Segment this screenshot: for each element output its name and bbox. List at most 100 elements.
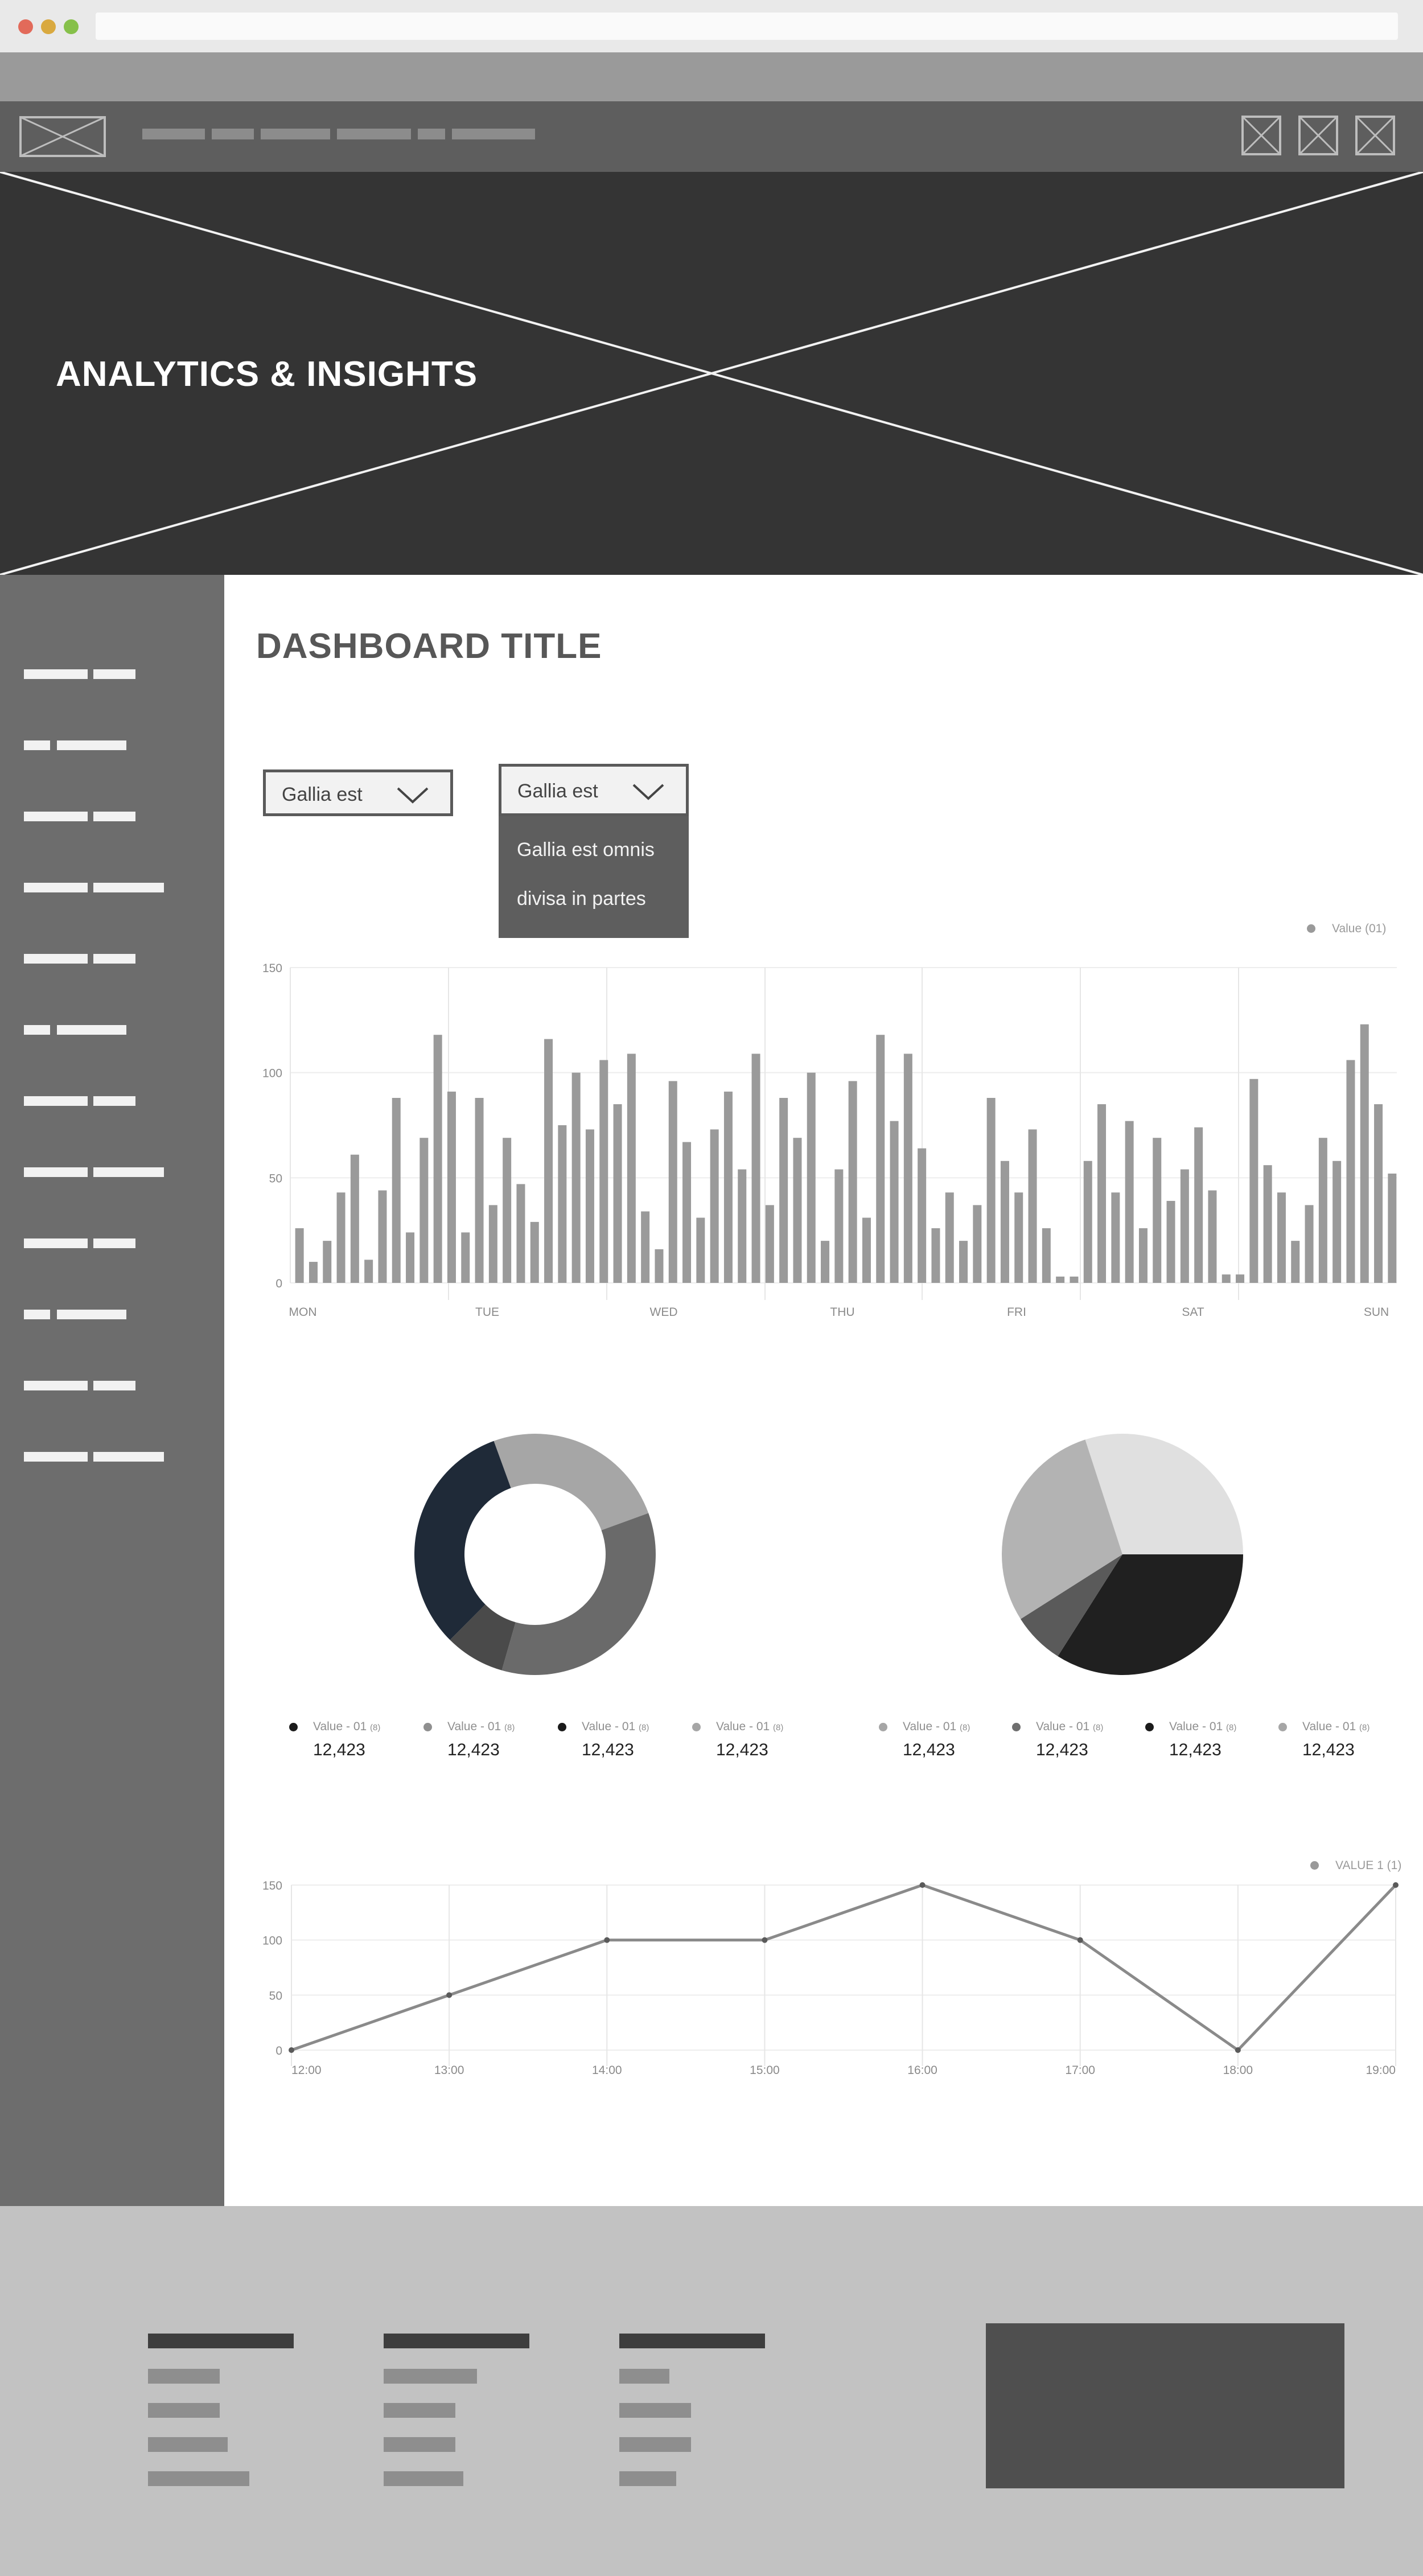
sidebar (0, 575, 224, 2206)
bar (751, 1054, 760, 1283)
bar (558, 1125, 567, 1283)
line-y-tick-label: 100 (262, 1935, 282, 1948)
line-point (1393, 1882, 1399, 1888)
bar (1111, 1192, 1120, 1283)
bar (1014, 1192, 1023, 1283)
bar (1374, 1104, 1383, 1283)
bar-x-tick-label: SUN (1364, 1306, 1389, 1319)
line-legend-dot (1310, 1861, 1319, 1870)
filter-select-1[interactable]: Gallia est (263, 769, 453, 816)
bar (1249, 1079, 1259, 1283)
pie-legend-dot (1012, 1723, 1021, 1731)
minimize-window-button[interactable] (41, 19, 56, 34)
bar (696, 1217, 705, 1283)
bar (1194, 1127, 1203, 1283)
footer-col-3-link-1[interactable] (619, 2369, 669, 2384)
bar (862, 1217, 871, 1283)
bar-legend-label: Value (01) (1332, 922, 1387, 935)
bar-y-tick-label: 100 (262, 1067, 282, 1080)
bar (585, 1129, 594, 1283)
line-point (1235, 2047, 1241, 2053)
bar (1277, 1192, 1286, 1283)
bar (1305, 1205, 1314, 1283)
dropdown-option-1[interactable]: Gallia est omnis (517, 839, 655, 861)
pie-legend-label: Value - 01 (8) (1036, 1720, 1104, 1733)
donut-legend-value: 12,423 (313, 1740, 365, 1759)
pie-legend-label: Value - 01 (8) (1302, 1720, 1370, 1733)
footer-col-2-link-1[interactable] (384, 2369, 477, 2384)
footer-col-2-heading (384, 2334, 529, 2348)
address-bar[interactable] (96, 13, 1398, 40)
pie-legend-value: 12,423 (1302, 1740, 1355, 1759)
nav-link-3[interactable] (261, 129, 330, 139)
pie-legend-dot (1145, 1723, 1154, 1731)
bar (1236, 1274, 1245, 1283)
logo-placeholder-icon[interactable] (19, 116, 106, 157)
footer-col-3-link-3[interactable] (619, 2437, 691, 2452)
line-x-tick-label: 13:00 (434, 2064, 464, 2077)
line-x-tick-label: 17:00 (1065, 2064, 1095, 2077)
line-x-tick-label: 19:00 (1366, 2064, 1396, 2077)
nav-icon-placeholder-1[interactable] (1241, 115, 1282, 156)
filter-select-2-menu: Gallia est omnis divisa in partes (499, 816, 689, 938)
line-x-tick-label: 12:00 (291, 2064, 322, 2077)
pie-legend-dot (879, 1723, 887, 1731)
bar (433, 1035, 442, 1283)
nav-link-6[interactable] (452, 129, 535, 139)
footer-col-2-link-3[interactable] (384, 2437, 455, 2452)
nav-icon-placeholder-2[interactable] (1298, 115, 1339, 156)
top-navigation (0, 101, 1423, 172)
line-x-tick-label: 14:00 (592, 2064, 622, 2077)
nav-link-5[interactable] (418, 129, 445, 139)
bar (475, 1097, 484, 1283)
bar (1153, 1138, 1162, 1283)
bar (336, 1192, 346, 1283)
filter-select-1-value: Gallia est (282, 784, 363, 805)
bar (945, 1192, 954, 1283)
nav-link-2[interactable] (212, 129, 254, 139)
footer-col-3-link-2[interactable] (619, 2403, 691, 2418)
footer-col-3-link-4[interactable] (619, 2471, 676, 2486)
footer-col-1-link-3[interactable] (148, 2437, 228, 2452)
donut-legend-dot (692, 1723, 701, 1731)
bar (641, 1211, 650, 1283)
bar (655, 1249, 664, 1283)
chevron-down-icon (632, 784, 664, 800)
donut-legend-dot (423, 1723, 432, 1731)
line-point (762, 1937, 768, 1943)
nav-link-1[interactable] (142, 129, 205, 139)
filter-select-2[interactable]: Gallia est (499, 764, 689, 816)
donut-slice (450, 1604, 516, 1670)
bar (1208, 1190, 1217, 1283)
bar (571, 1072, 581, 1283)
bar (668, 1081, 677, 1283)
donut-legend-label: Value - 01 (8) (447, 1720, 515, 1733)
bar (903, 1054, 912, 1283)
footer-col-1-link-4[interactable] (148, 2471, 249, 2486)
line-point (1077, 1937, 1083, 1943)
maximize-window-button[interactable] (64, 19, 79, 34)
footer-col-1-link-1[interactable] (148, 2369, 220, 2384)
close-window-button[interactable] (18, 19, 33, 34)
bar (1125, 1121, 1134, 1283)
bar (973, 1205, 982, 1283)
bar (1042, 1228, 1051, 1283)
bar (1291, 1241, 1300, 1283)
footer-col-2-link-4[interactable] (384, 2471, 463, 2486)
nav-icon-placeholder-3[interactable] (1355, 115, 1396, 156)
bar (931, 1228, 940, 1283)
bar (765, 1205, 774, 1283)
nav-link-4[interactable] (337, 129, 411, 139)
donut-legend-label: Value - 01 (8) (716, 1720, 784, 1733)
bar (392, 1097, 401, 1283)
hero-image-placeholder-icon (0, 172, 1423, 575)
footer-col-1-link-2[interactable] (148, 2403, 220, 2418)
pie-legend-label: Value - 01 (8) (903, 1720, 970, 1733)
footer-col-2-link-2[interactable] (384, 2403, 455, 2418)
bar (1097, 1104, 1107, 1283)
bar-x-tick-label: MON (289, 1306, 317, 1319)
bar (918, 1148, 927, 1283)
dropdown-option-2[interactable]: divisa in partes (517, 888, 646, 910)
bar (1346, 1060, 1355, 1283)
footer-media-placeholder (986, 2323, 1344, 2488)
